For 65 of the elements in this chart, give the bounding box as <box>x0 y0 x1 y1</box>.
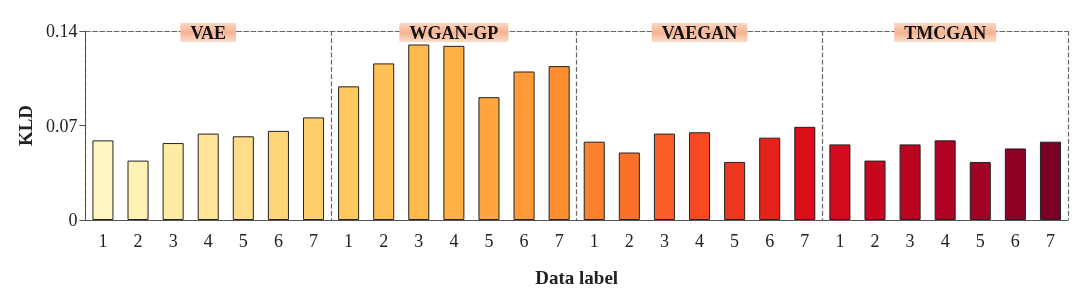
bar <box>1004 148 1026 220</box>
x-tick-label: 3 <box>905 231 915 251</box>
x-axis-title: Data label <box>535 267 619 288</box>
bar <box>513 71 535 220</box>
x-tick-label: 5 <box>975 231 985 251</box>
x-tick-label: 3 <box>659 231 669 251</box>
x-tick-label: 4 <box>203 231 213 251</box>
bar <box>373 63 395 220</box>
x-tick-label: 2 <box>870 231 880 251</box>
bar <box>934 140 956 220</box>
bar <box>478 97 500 220</box>
bar <box>408 44 430 220</box>
bar <box>864 160 886 220</box>
bar <box>548 66 570 220</box>
bar <box>724 161 746 220</box>
x-tick-label: 7 <box>800 231 810 251</box>
y-tick-label: 0.14 <box>45 21 78 41</box>
annotation: WGAN-GP <box>409 23 499 43</box>
x-tick-label: 1 <box>98 231 108 251</box>
x-tick-label: 6 <box>1010 231 1020 251</box>
bar <box>127 160 149 220</box>
bar <box>443 45 465 220</box>
y-tick-label: 0.07 <box>45 115 78 136</box>
y-axis-title: KLD <box>15 104 36 147</box>
x-tick-label: 5 <box>730 231 740 251</box>
x-tick-label: 2 <box>379 231 389 251</box>
x-tick-label: 7 <box>1045 231 1055 251</box>
x-tick-label: 5 <box>484 231 494 251</box>
bar <box>689 132 711 220</box>
bar <box>302 117 325 220</box>
bar <box>618 152 640 220</box>
x-tick-label: 4 <box>695 231 705 251</box>
x-tick-label: 6 <box>519 231 529 251</box>
bar <box>197 133 219 220</box>
bar <box>899 144 921 220</box>
bar <box>162 143 184 220</box>
x-tick-label: 3 <box>414 231 424 251</box>
x-tick-label: 2 <box>624 231 634 251</box>
y-tick-label: 0 <box>68 210 78 230</box>
annotation: TMCGAN <box>904 23 987 43</box>
bar <box>232 136 254 220</box>
bar <box>267 130 289 220</box>
x-tick-label: 4 <box>449 231 459 251</box>
annotation: VAE <box>190 23 227 43</box>
x-tick-label: 5 <box>238 231 248 251</box>
x-tick-label: 4 <box>940 231 950 251</box>
bar <box>759 137 781 220</box>
bar <box>969 161 991 220</box>
bar <box>583 141 605 220</box>
x-tick-label: 6 <box>273 231 283 251</box>
bar <box>338 86 360 220</box>
bar <box>1039 141 1061 220</box>
x-tick-label: 3 <box>168 231 178 251</box>
x-tick-label: 1 <box>589 231 599 251</box>
x-tick-label: 7 <box>309 231 318 251</box>
x-tick-label: 1 <box>835 231 845 251</box>
bar <box>829 144 851 220</box>
bar <box>92 140 114 220</box>
bar <box>794 126 816 220</box>
x-tick-label: 6 <box>765 231 775 251</box>
annotation: VAEGAN <box>661 23 738 43</box>
bar <box>653 133 675 220</box>
x-tick-label: 2 <box>133 231 143 251</box>
x-tick-label: 7 <box>554 231 564 251</box>
x-tick-label: 1 <box>344 231 354 251</box>
